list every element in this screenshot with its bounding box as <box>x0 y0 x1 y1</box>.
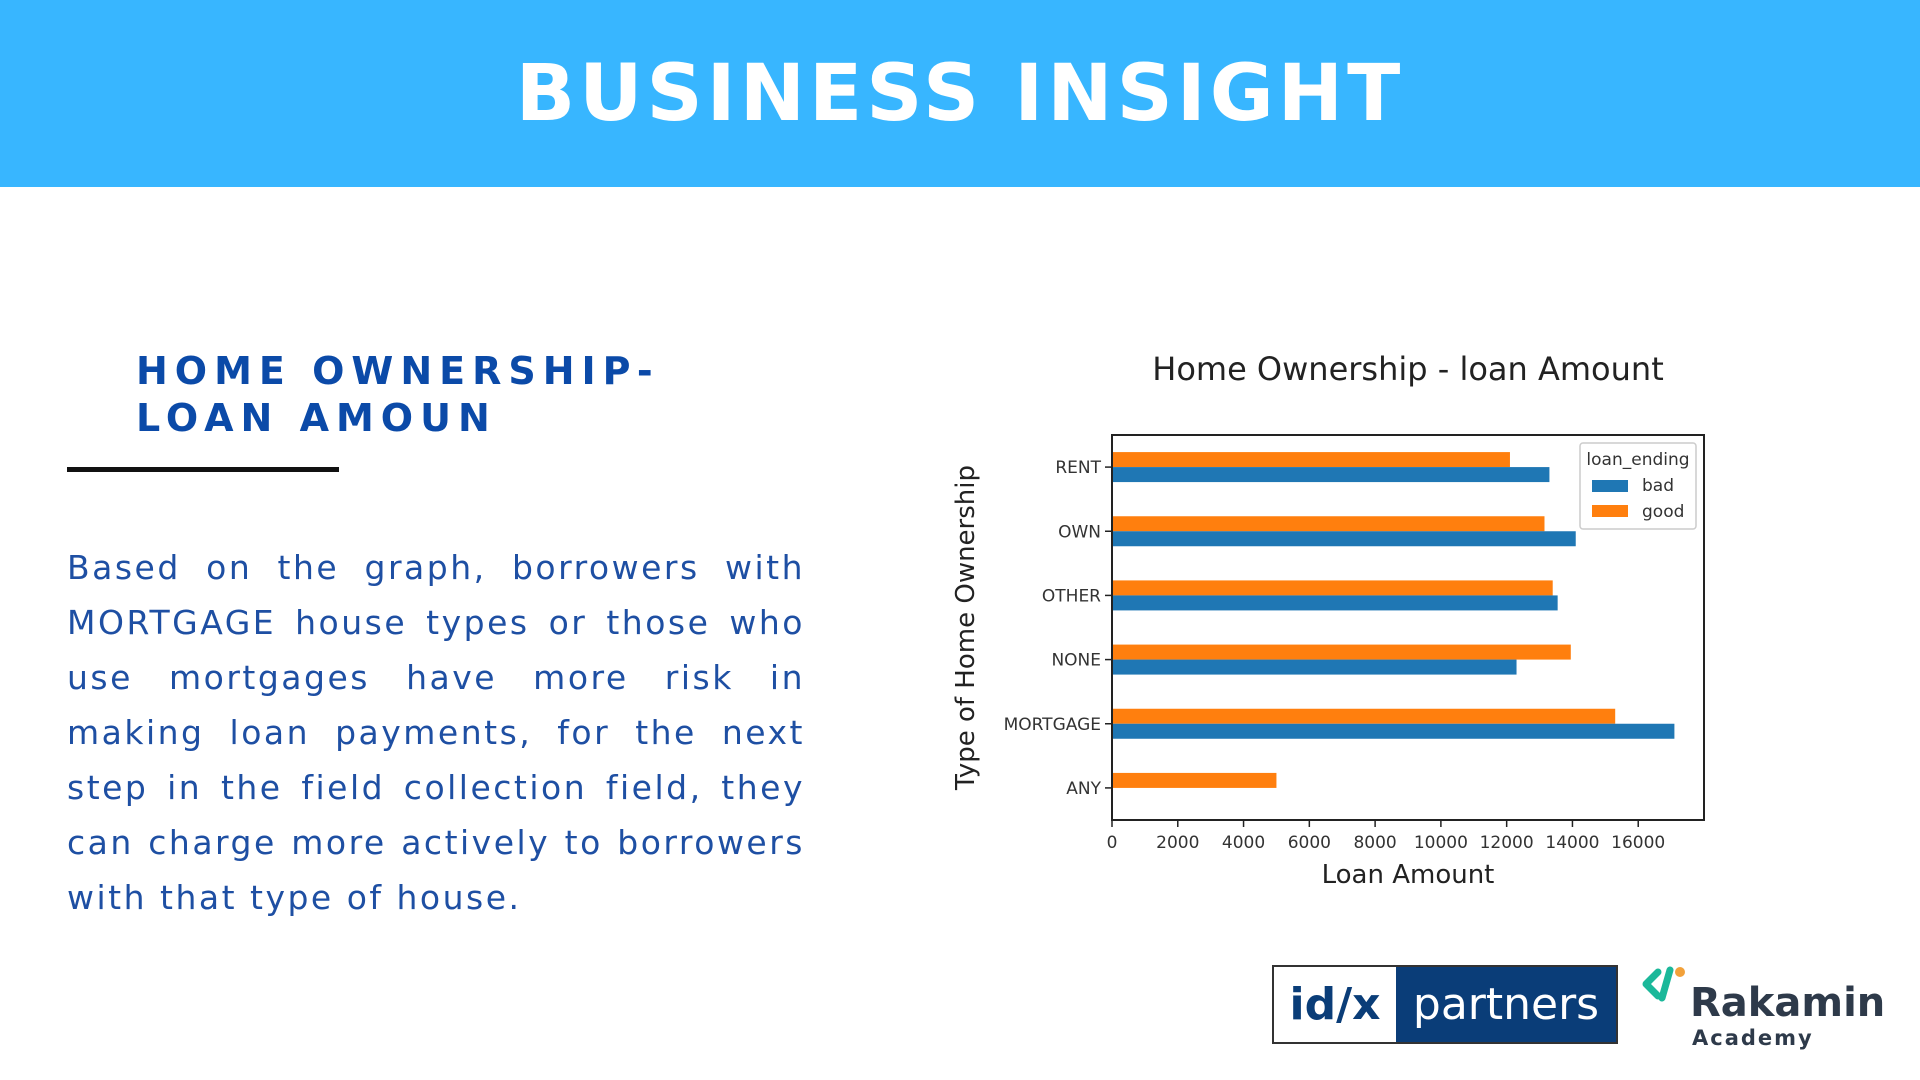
bar-bad-none <box>1113 659 1517 675</box>
chart-container: Home Ownership - loan Amount RENT OWN OTHER… <box>940 340 1720 900</box>
y-tick-label-any: ANY <box>1066 779 1101 799</box>
legend-label-bad: bad <box>1642 476 1674 496</box>
x-tick-label: 2000 <box>1156 833 1199 853</box>
section-title-line-1: HOME OWNERSHIP- <box>136 349 660 393</box>
bar-good-mortgage <box>1113 708 1616 724</box>
home-ownership-chart: Home Ownership - loan Amount RENT OWN OTHER… <box>951 350 1705 890</box>
idx-logo-right: partners <box>1396 967 1616 1042</box>
rakamin-name: Rakamin <box>1690 980 1886 1026</box>
x-tick-label: 16000 <box>1611 833 1665 853</box>
chart-title: Home Ownership - loan Amount <box>1152 350 1663 388</box>
x-tick-label: 8000 <box>1353 833 1396 853</box>
y-tick-label-none: NONE <box>1051 651 1101 671</box>
y-axis-label: Type of Home Ownership <box>951 465 981 791</box>
bar-bad-other <box>1113 595 1558 611</box>
bar-good-none <box>1113 644 1571 660</box>
rakamin-mark-icon <box>1642 966 1685 1002</box>
y-tick-label-rent: RENT <box>1055 458 1101 478</box>
section-divider <box>67 467 339 472</box>
legend-label-good: good <box>1642 502 1684 522</box>
bar-bad-rent <box>1113 467 1550 483</box>
y-tick-label-own: OWN <box>1058 522 1101 542</box>
bar-bad-own <box>1113 531 1576 547</box>
bar-good-own <box>1113 516 1545 532</box>
x-tick-label: 6000 <box>1288 833 1331 853</box>
rakamin-sub: Academy <box>1692 1026 1814 1050</box>
legend-swatch-bad <box>1592 480 1628 492</box>
rakamin-logo: Rakamin Academy <box>1636 962 1896 1052</box>
x-axis-label: Loan Amount <box>1322 860 1495 890</box>
x-tick-label: 0 <box>1107 833 1118 853</box>
section-title-line-2: LOAN AMOUN <box>136 396 497 440</box>
section-title: HOME OWNERSHIP- LOAN AMOUN <box>136 348 736 442</box>
y-tick-label-mortgage: MORTGAGE <box>1004 715 1101 735</box>
header-banner: BUSINESS INSIGHT <box>0 0 1920 187</box>
x-tick-label: 10000 <box>1414 833 1468 853</box>
bar-good-rent <box>1113 452 1510 468</box>
idx-logo-left: id/x <box>1274 967 1396 1042</box>
bar-good-any <box>1113 772 1277 788</box>
insight-paragraph: Based on the graph, borrowers with MORTG… <box>67 548 805 917</box>
x-tick-label: 14000 <box>1545 833 1599 853</box>
bar-bad-mortgage <box>1113 723 1675 739</box>
bar-good-other <box>1113 580 1553 596</box>
x-tick-label: 12000 <box>1480 833 1534 853</box>
idx-partners-logo: id/x partners <box>1272 965 1618 1044</box>
legend-swatch-good <box>1592 505 1628 517</box>
legend-title: loan_ending <box>1586 450 1689 470</box>
y-tick-label-other: OTHER <box>1042 586 1101 606</box>
plot-frame <box>1111 434 1705 821</box>
page-title: BUSINESS INSIGHT <box>515 48 1405 139</box>
x-tick-label: 4000 <box>1222 833 1265 853</box>
